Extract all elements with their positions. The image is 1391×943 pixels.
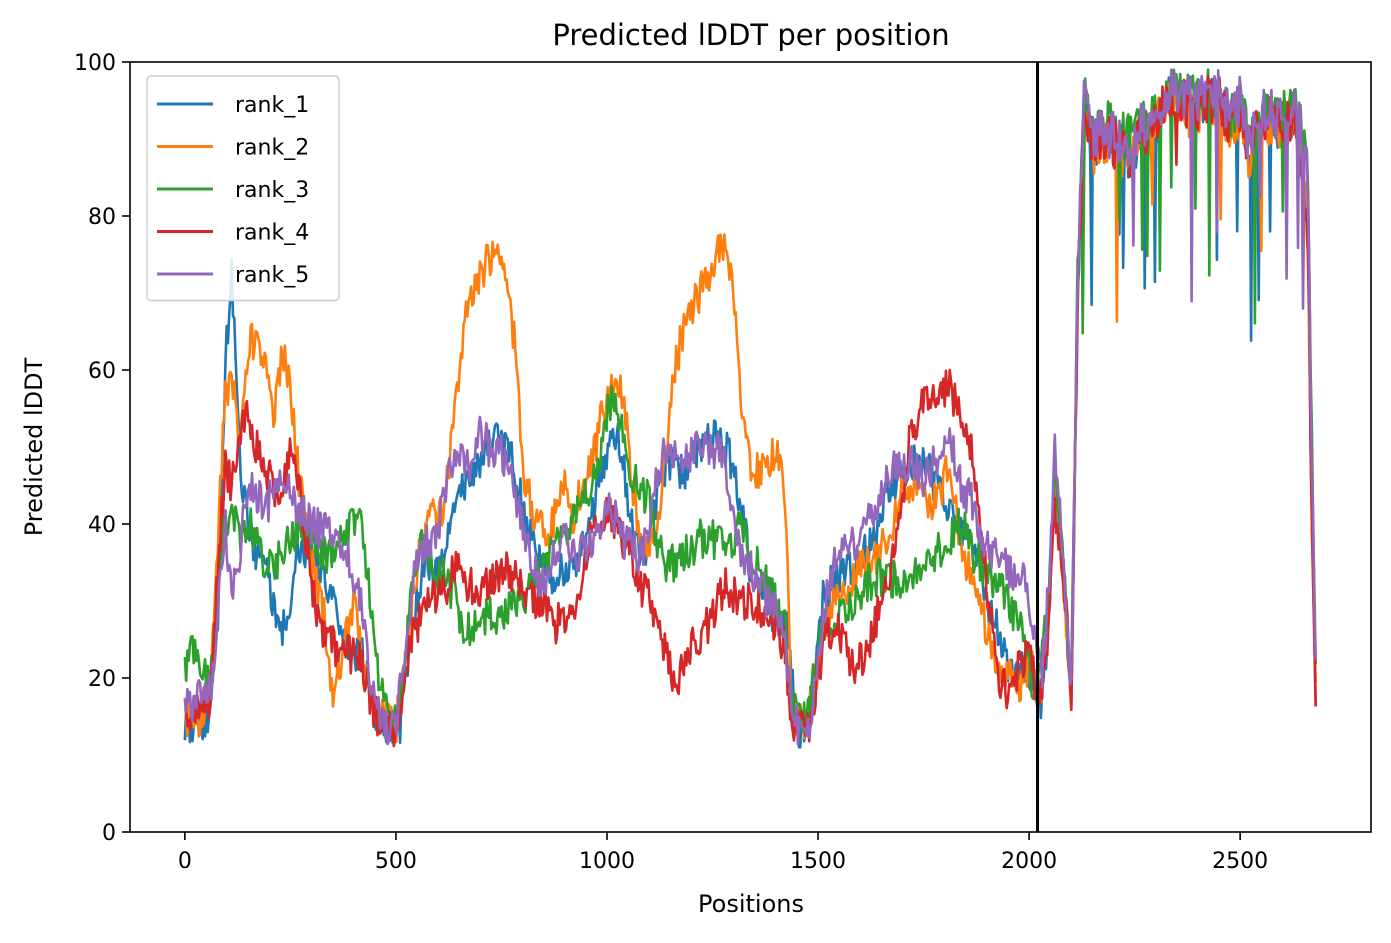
x-axis: 0 500 1000 1500 2000 2500 bbox=[178, 832, 1268, 874]
y-tick-label: 80 bbox=[88, 205, 116, 230]
legend: rank_1 rank_2 rank_3 rank_4 rank_5 bbox=[146, 75, 340, 302]
series-layer bbox=[183, 68, 1317, 749]
y-tick-label: 60 bbox=[88, 359, 116, 384]
x-tick-label: 2500 bbox=[1212, 849, 1268, 874]
plot-frame bbox=[129, 61, 1372, 833]
y-tick-label: 40 bbox=[88, 513, 116, 538]
x-tick-label: 1500 bbox=[790, 849, 846, 874]
legend-label-rank_4: rank_4 bbox=[235, 221, 309, 246]
legend-label-rank_3: rank_3 bbox=[235, 178, 309, 203]
y-tick-label: 20 bbox=[88, 667, 116, 692]
x-tick-label: 1000 bbox=[579, 849, 635, 874]
chart-title: Predicted lDDT per position bbox=[552, 18, 949, 52]
legend-box bbox=[146, 75, 340, 302]
y-axis: 0 20 40 60 80 100 bbox=[74, 51, 130, 846]
y-tick-label: 100 bbox=[74, 51, 116, 76]
legend-label-rank_1: rank_1 bbox=[235, 93, 309, 118]
y-tick-label: 0 bbox=[102, 821, 116, 846]
x-tick-label: 0 bbox=[178, 849, 192, 874]
x-tick-label: 500 bbox=[375, 849, 417, 874]
legend-label-rank_2: rank_2 bbox=[235, 136, 309, 161]
legend-label-rank_5: rank_5 bbox=[235, 263, 309, 288]
series-line-rank_5 bbox=[183, 68, 1317, 746]
x-tick-label: 2000 bbox=[1001, 849, 1057, 874]
x-axis-label: Positions bbox=[698, 890, 804, 918]
y-axis-label: Predicted lDDT bbox=[20, 357, 48, 536]
